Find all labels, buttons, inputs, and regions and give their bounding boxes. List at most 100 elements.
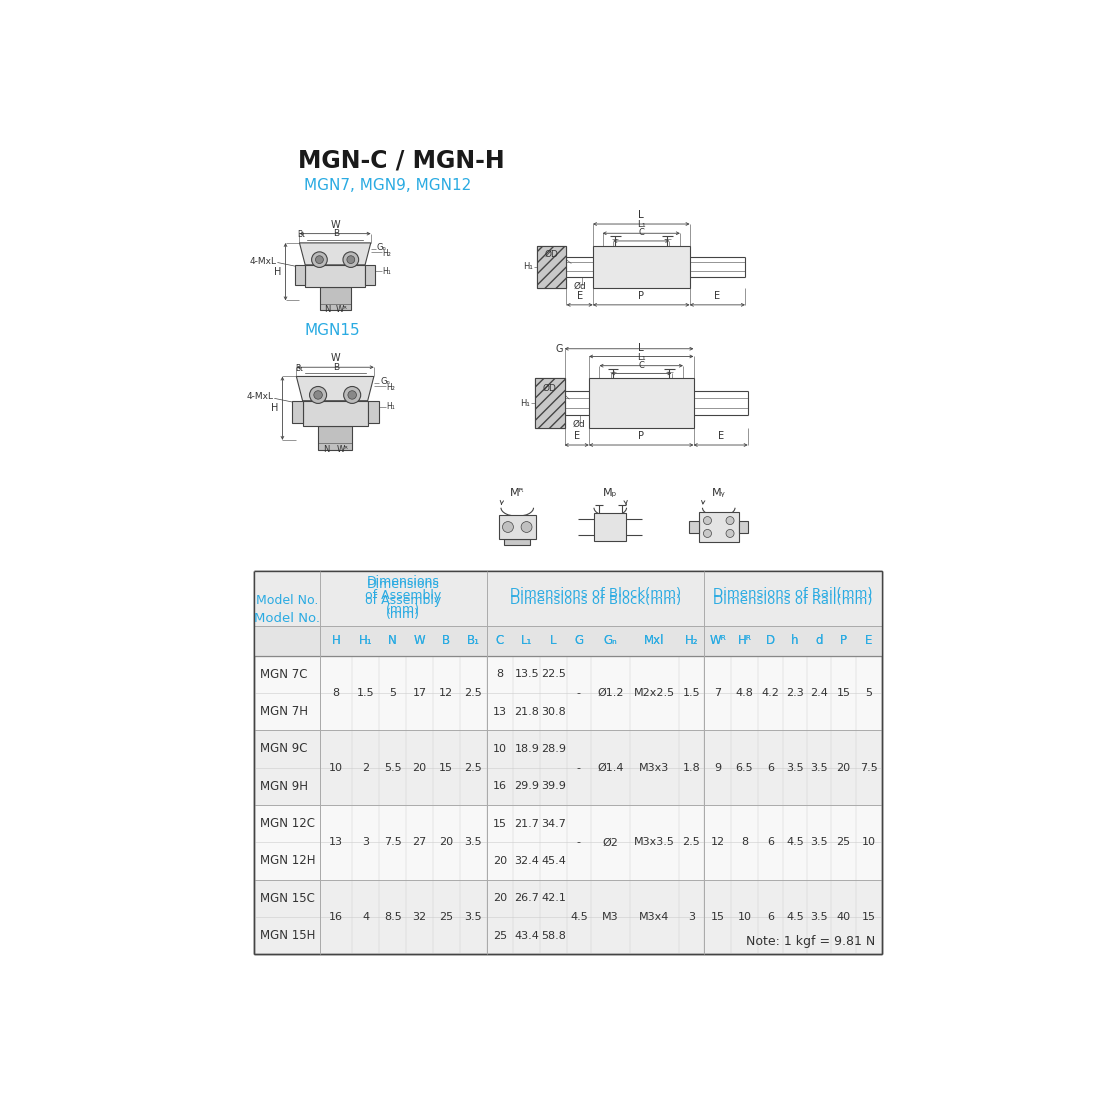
Text: 9: 9 [714,762,722,772]
Text: H: H [274,266,282,277]
Text: H: H [272,404,278,414]
Text: L₁: L₁ [637,220,646,230]
Text: B: B [442,635,450,648]
Text: 7.5: 7.5 [384,837,402,847]
Text: 58.8: 58.8 [541,931,567,940]
Text: MGN-C / MGN-H: MGN-C / MGN-H [298,148,504,173]
Text: 4-MxL: 4-MxL [250,256,276,265]
Text: Model No.: Model No. [255,594,318,607]
Text: Wᴿ: Wᴿ [337,444,349,453]
Text: H: H [331,635,340,648]
Text: 25: 25 [439,912,453,922]
Text: 6: 6 [767,837,774,847]
Text: Ø1.4: Ø1.4 [597,762,624,772]
Text: MGN 12C: MGN 12C [260,817,315,830]
Text: 43.4: 43.4 [515,931,539,940]
Text: 4: 4 [362,912,370,922]
Text: E: E [865,635,872,648]
Text: M3: M3 [602,912,618,922]
Bar [254,880,881,955]
Text: B₁: B₁ [297,230,306,239]
Text: W: W [330,220,340,230]
Text: 10: 10 [737,912,751,922]
Text: 10: 10 [329,762,343,772]
Bar [254,571,881,955]
Text: 32: 32 [412,912,427,922]
Text: H₂: H₂ [383,250,392,258]
Text: H: H [331,635,340,648]
Text: 12: 12 [711,837,725,847]
Text: 6: 6 [767,912,774,922]
Text: 3.5: 3.5 [786,762,804,772]
Text: 45.4: 45.4 [541,856,567,866]
Bar [367,400,378,422]
Bar [498,515,536,539]
Text: MGN 7H: MGN 7H [260,705,308,718]
Text: 2: 2 [362,762,370,772]
Text: 39.9: 39.9 [541,781,567,791]
Text: 3.5: 3.5 [464,837,482,847]
Text: N: N [323,444,330,453]
Circle shape [348,390,356,399]
Circle shape [343,386,361,404]
Text: L: L [550,635,557,648]
Text: (mm): (mm) [386,607,420,620]
Text: H₁: H₁ [520,398,530,407]
Text: Ø1.2: Ø1.2 [597,688,624,697]
Bar [739,520,748,534]
Text: 3.5: 3.5 [464,912,482,922]
Bar [305,265,365,287]
Text: 25: 25 [493,931,507,940]
Bar [538,245,566,288]
Text: 8: 8 [740,837,748,847]
Text: 18.9: 18.9 [515,744,539,754]
Bar [254,571,881,656]
Text: M3x4: M3x4 [639,912,670,922]
Text: 13.5: 13.5 [515,669,539,680]
Text: 4.5: 4.5 [786,912,804,922]
Bar [254,626,881,656]
Text: H₁: H₁ [383,266,392,275]
Text: 21.8: 21.8 [515,706,539,716]
Bar [295,265,305,285]
Text: M3x3: M3x3 [639,762,669,772]
Bar [588,378,694,428]
Text: E: E [865,635,872,648]
Text: 13: 13 [493,706,507,716]
Text: 12: 12 [439,688,453,697]
Text: Hᴿ: Hᴿ [737,635,751,648]
Text: 27: 27 [412,837,427,847]
Text: Note: 1 kgf = 9.81 N: Note: 1 kgf = 9.81 N [746,935,876,948]
Text: 20: 20 [493,893,507,903]
Text: Wᴿ: Wᴿ [336,305,348,315]
Text: L: L [638,210,645,220]
Text: 3.5: 3.5 [810,762,827,772]
Text: 20: 20 [493,856,507,866]
Bar [593,245,690,288]
Text: 20: 20 [439,837,453,847]
Text: 1.8: 1.8 [683,762,701,772]
Text: 3: 3 [688,912,695,922]
Bar [594,514,626,541]
Text: MGN 7C: MGN 7C [260,668,307,681]
Text: 34.7: 34.7 [541,818,567,828]
Text: H₂: H₂ [684,635,699,648]
Text: H₂: H₂ [386,383,395,392]
Bar [320,287,351,310]
Text: Ø2: Ø2 [603,837,618,847]
Circle shape [521,521,532,532]
Text: L: L [550,635,557,648]
Text: -: - [578,837,581,847]
Bar [254,805,881,880]
Text: 8: 8 [496,669,504,680]
Circle shape [311,252,328,267]
Text: D: D [766,635,775,648]
Circle shape [726,529,734,538]
Text: Ød: Ød [574,282,586,290]
Text: 8: 8 [332,688,340,697]
Text: M3x3.5: M3x3.5 [634,837,674,847]
Text: L₁: L₁ [637,353,646,362]
Text: C: C [638,228,645,238]
Text: -: - [578,688,581,697]
Text: C: C [638,361,645,370]
